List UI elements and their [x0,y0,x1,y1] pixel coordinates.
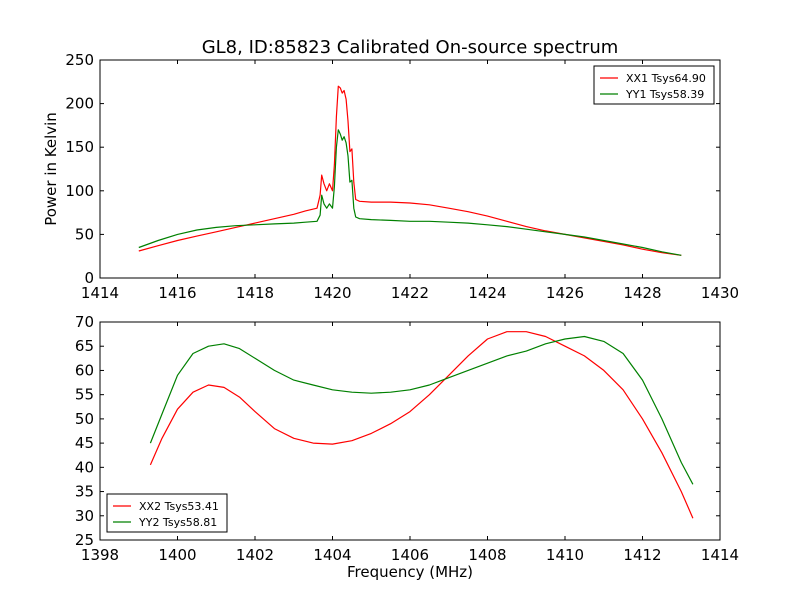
chart-title: GL8, ID:85823 Calibrated On-source spect… [202,37,619,58]
series-line-2 [149,335,694,485]
series-line-1 [149,331,694,519]
legend-label: YY2 Tsys58.81 [138,516,217,529]
x-tick-label: 1424 [468,284,506,302]
x-tick-label: 1416 [158,284,196,302]
x-tick-label: 1414 [81,284,119,302]
x-tick-label: 1414 [701,546,739,564]
legend-label: XX2 Tsys53.41 [139,500,219,513]
y-tick-label: 30 [75,507,94,525]
y-tick-label: 100 [65,182,94,200]
y-tick-label: 150 [65,138,94,156]
x-tick-label: 1400 [158,546,196,564]
y-tick-label: 25 [75,531,94,549]
legend-label: XX1 Tsys64.90 [626,72,706,85]
series-line-2 [138,129,682,256]
x-tick-label: 1398 [81,546,119,564]
legend-box [106,493,228,533]
x-tick-label: 1406 [391,546,429,564]
x-tick-label: 1408 [468,546,506,564]
y-tick-label: 45 [75,434,94,452]
y-tick-label: 0 [84,269,94,287]
x-tick-label: 1420 [313,284,351,302]
y-tick-label: 70 [75,313,94,331]
x-tick-label: 1428 [623,284,661,302]
y-tick-label: 50 [75,410,94,428]
y-tick-label: 35 [75,483,94,501]
x-tick-label: 1402 [236,546,274,564]
x-tick-label: 1430 [701,284,739,302]
x-tick-label: 1418 [236,284,274,302]
legend-label: YY1 Tsys58.39 [625,88,704,101]
x-tick-label: 1426 [546,284,584,302]
y-tick-label: 250 [65,51,94,69]
x-tick-label: 1412 [623,546,661,564]
x-tick-label: 1422 [391,284,429,302]
y-tick-label: 50 [75,225,94,243]
x-tick-label: 1404 [313,546,351,564]
y-tick-label: 65 [75,337,94,355]
y-tick-label: 200 [65,95,94,113]
legend: XX1 Tsys64.90 YY1 Tsys58.39 [593,65,715,105]
legend-box [593,65,715,105]
x-axis-label: Frequency (MHz) [347,563,473,581]
top-plot: 1414 1416 1418 1420 1422 1424 1426 1428 1430 0 50 1… [42,51,739,302]
series-line-1 [138,85,682,256]
legend: XX2 Tsys53.41 YY2 Tsys58.81 [106,493,228,533]
bottom-plot: 1398 1400 1402 1404 1406 1408 1410 1412 1414 25 30… [75,313,739,581]
y-tick-label: 60 [75,361,94,379]
y-tick-label: 40 [75,458,94,476]
y-tick-label: 55 [75,386,94,404]
y-axis-label: Power in Kelvin [42,112,60,226]
x-tick-label: 1410 [546,546,584,564]
